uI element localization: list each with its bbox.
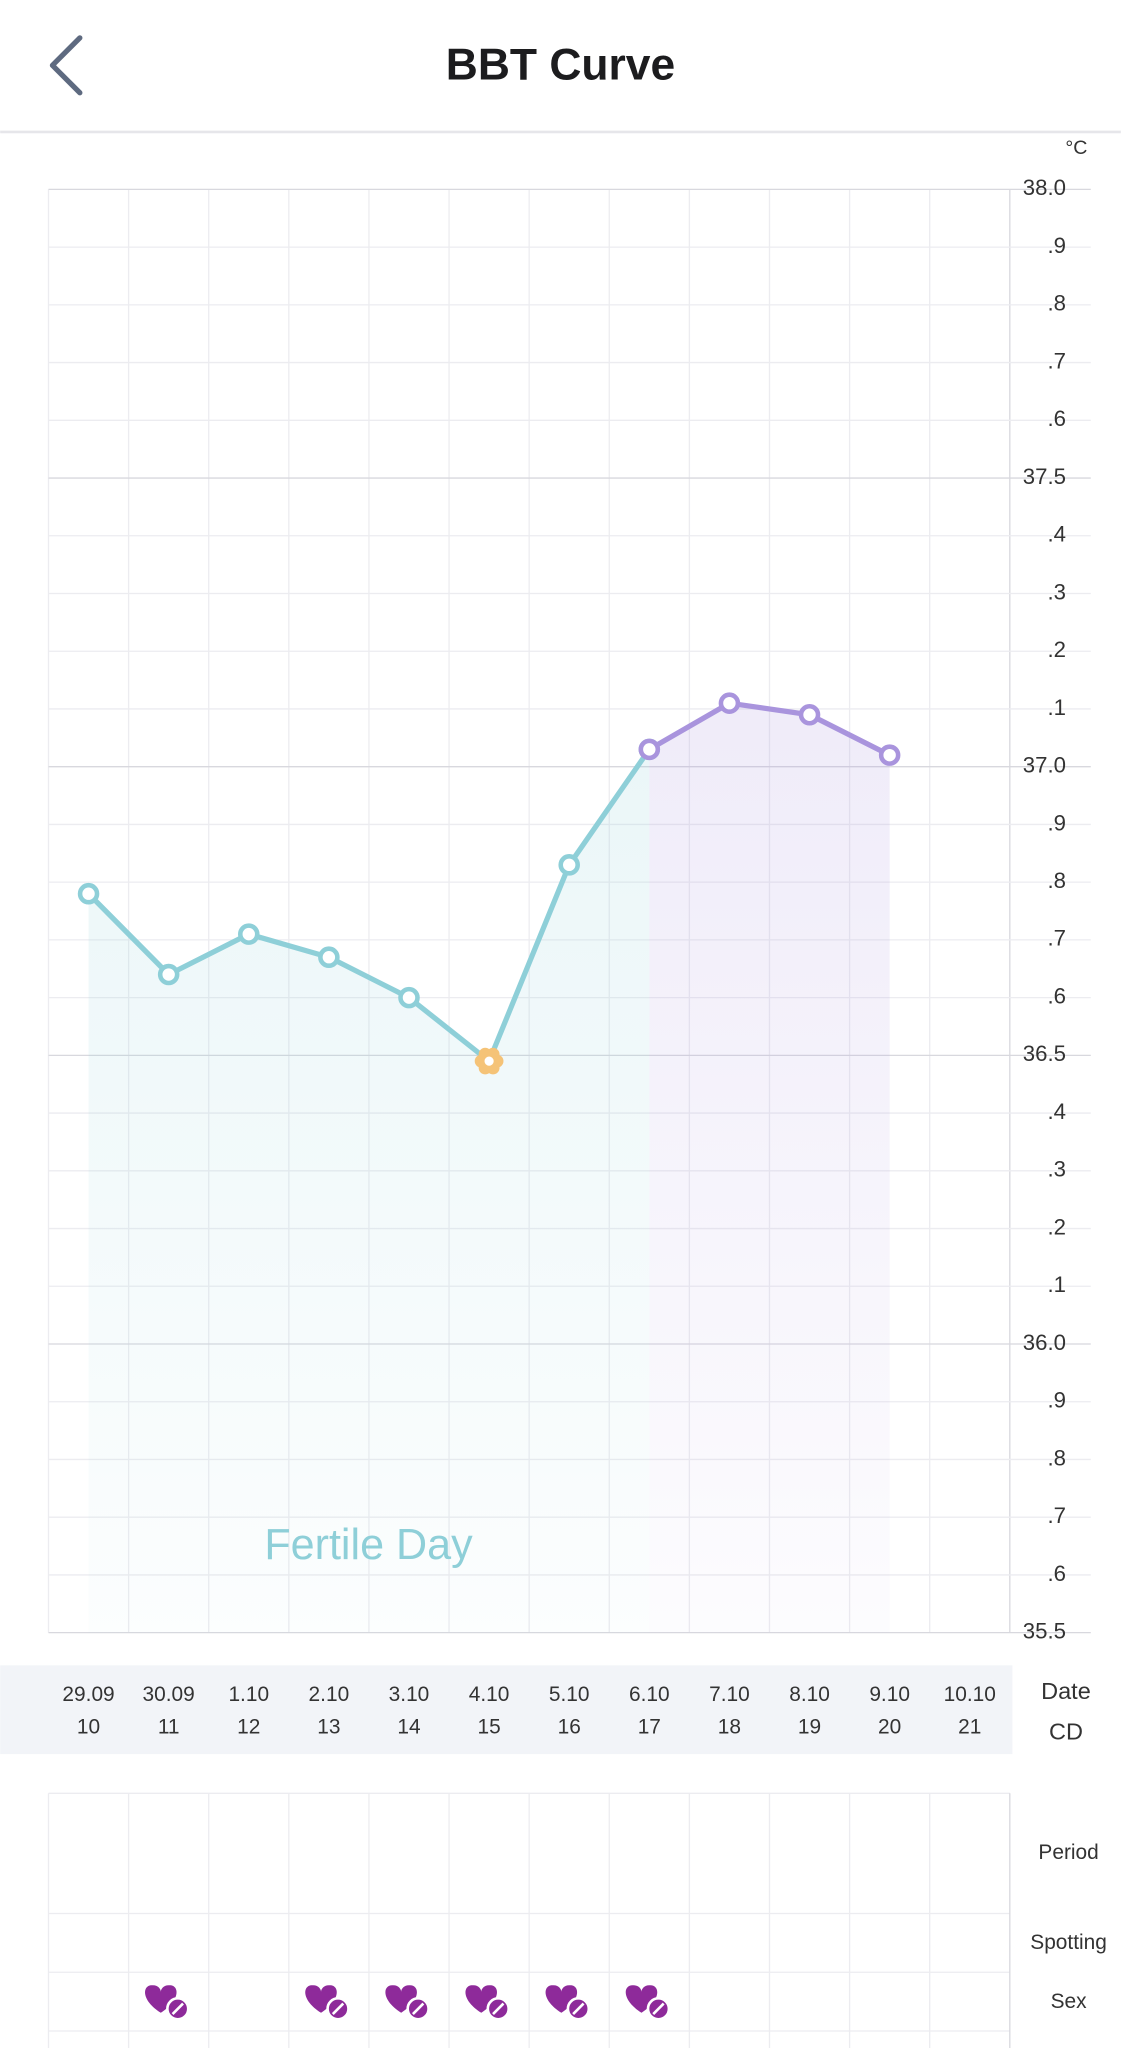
line: [86, 747, 652, 1064]
y-tick-label: 36.5: [1023, 1041, 1066, 1066]
y-tick-label: .6: [1047, 983, 1066, 1008]
y-tick-label: .8: [1047, 291, 1066, 316]
y-tick-label: 36.0: [1023, 1330, 1066, 1355]
point: [318, 946, 340, 968]
x-tick-label: 9.10: [869, 1683, 910, 1706]
cycle-day-label: 18: [718, 1716, 741, 1739]
sex-icon: [385, 1985, 430, 2021]
log-row-label: Period: [1038, 1841, 1098, 1864]
cycle-day-label: 15: [477, 1716, 500, 1739]
x-tick-label: 30.09: [143, 1683, 195, 1706]
area: [88, 749, 650, 1633]
y-tick-label: .1: [1047, 1272, 1066, 1297]
point: [798, 703, 821, 726]
badge-slash: [572, 2002, 585, 2015]
y-tick-label: .3: [1047, 1157, 1066, 1182]
x-tick-label: 7.10: [709, 1683, 750, 1706]
y-tick-label: .6: [1047, 1561, 1066, 1586]
badge-slash: [492, 2002, 505, 2015]
x-tick-label: 3.10: [389, 1683, 430, 1706]
y-tick-label: .2: [1047, 1214, 1066, 1239]
sex-icon: [465, 1985, 510, 2021]
log-row-label: Sex: [1051, 1990, 1088, 2013]
cd-row-label: CD: [1049, 1718, 1083, 1744]
y-tick-label: 37.5: [1023, 464, 1066, 489]
point: [638, 738, 661, 761]
cycle-day-label: 13: [317, 1716, 340, 1739]
x-tick-label: 10.10: [944, 1683, 996, 1706]
cycle-day-label: 21: [958, 1716, 981, 1739]
sex-icon: [625, 1985, 671, 2021]
badge-slash: [171, 2002, 184, 2015]
log-row-label: Spotting: [1030, 1931, 1107, 1954]
y-tick-label: .4: [1047, 522, 1066, 547]
y-tick-label: .8: [1047, 1445, 1066, 1470]
y-tick-label: .4: [1047, 1099, 1066, 1124]
date-band: [0, 1665, 1013, 1755]
sex-icon: [145, 1985, 190, 2021]
cycle-day-label: 14: [397, 1716, 420, 1739]
sex-icon: [545, 1985, 591, 2021]
cycle-day-label: 16: [558, 1716, 581, 1739]
badge-slash: [331, 2002, 345, 2015]
sex-icon: [305, 1985, 350, 2021]
title: BBT Curve: [446, 41, 675, 90]
point: [558, 854, 580, 876]
y-tick-label: .2: [1047, 637, 1066, 662]
point: [398, 986, 420, 1009]
y-tick-label: 35.5: [1023, 1619, 1066, 1644]
y-tick-label: .9: [1047, 1388, 1066, 1413]
back-button[interactable]: [49, 35, 83, 96]
x-tick-label: 6.10: [629, 1683, 670, 1706]
y-tick-label: .7: [1047, 348, 1066, 373]
line: [648, 700, 891, 758]
x-tick-label: 29.09: [62, 1683, 114, 1706]
cycle-day-label: 19: [798, 1716, 821, 1739]
header: [0, 0, 1121, 132]
y-tick-label: .8: [1047, 868, 1066, 893]
y-tick-label: .9: [1047, 810, 1066, 835]
cycle-day-label: 17: [638, 1716, 661, 1739]
area: [649, 703, 890, 1633]
point: [878, 744, 901, 766]
x-tick-label: 2.10: [309, 1683, 350, 1706]
point: [157, 963, 180, 986]
y-tick-label: .7: [1047, 926, 1066, 951]
flower-center: [484, 1056, 494, 1066]
badge-slash: [652, 2002, 665, 2015]
y-tick-label: 37.0: [1023, 753, 1066, 778]
x-tick-label: 4.10: [469, 1683, 510, 1706]
annotation: Fertile Day: [264, 1521, 473, 1569]
unit-label: °C: [1065, 137, 1087, 159]
y-tick-label: .7: [1047, 1503, 1066, 1528]
badge-slash: [411, 2002, 425, 2015]
x-tick-label: 5.10: [549, 1683, 590, 1706]
cycle-day-label: 20: [878, 1716, 901, 1739]
cycle-day-label: 12: [237, 1716, 260, 1739]
point: [718, 692, 741, 714]
date-row-label: Date: [1041, 1678, 1091, 1704]
x-tick-label: 8.10: [789, 1683, 830, 1706]
y-tick-label: .9: [1047, 233, 1066, 258]
point: [77, 882, 100, 905]
fertile-marker: [474, 1047, 504, 1075]
cycle-day-label: 11: [158, 1716, 180, 1739]
y-tick-label: .1: [1047, 695, 1066, 720]
cycle-day-label: 10: [77, 1716, 100, 1739]
y-tick-label: .3: [1047, 579, 1066, 604]
x-tick-label: 1.10: [228, 1683, 269, 1706]
y-tick-label: .6: [1047, 406, 1066, 431]
y-tick-label: 38.0: [1023, 175, 1066, 200]
point: [237, 923, 260, 945]
